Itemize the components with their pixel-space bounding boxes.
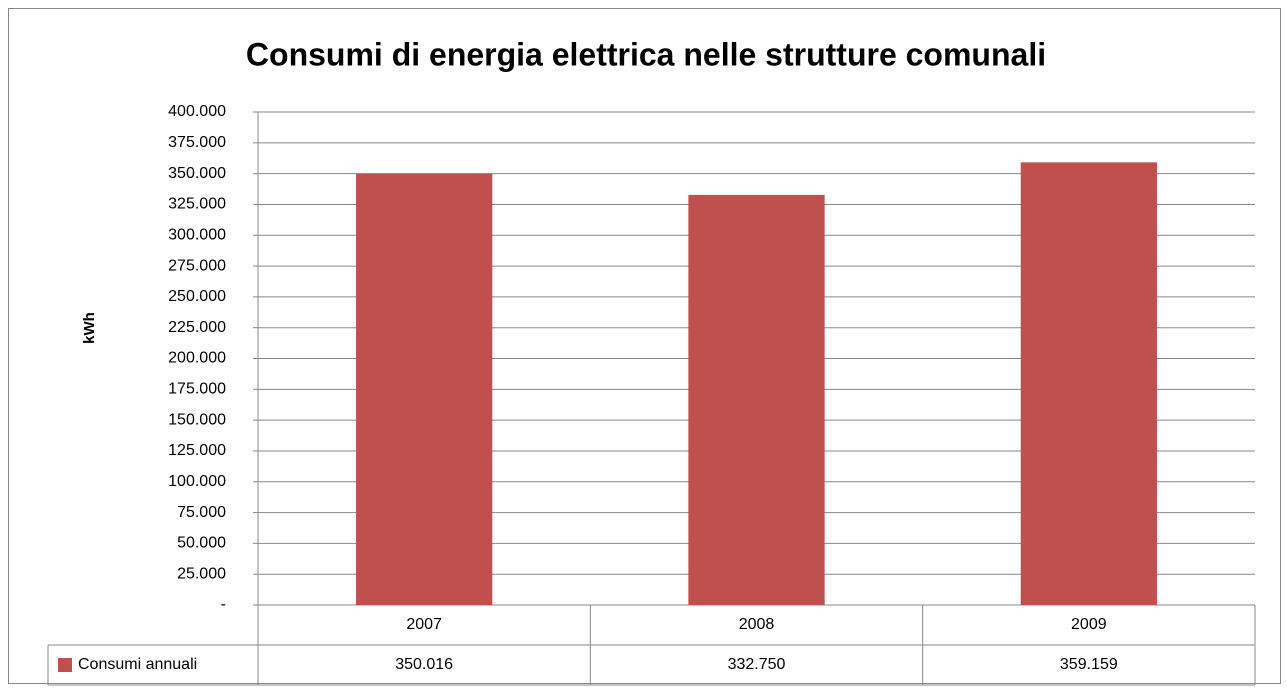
- y-tick-label: 375.000: [168, 134, 226, 151]
- y-tick-label: 25.000: [177, 565, 226, 582]
- y-axis-label: kWh: [81, 312, 98, 344]
- table-value: 332.750: [728, 656, 786, 673]
- y-tick-label: 325.000: [168, 196, 226, 213]
- x-tick-label: 2007: [406, 616, 442, 633]
- y-tick-label: 300.000: [168, 226, 226, 243]
- bar: [356, 173, 493, 605]
- y-tick-label: -: [221, 596, 226, 613]
- y-tick-label: 100.000: [168, 473, 226, 490]
- x-tick-label: 2008: [739, 616, 775, 633]
- x-tick-label: 2009: [1071, 616, 1107, 633]
- y-tick-label: 400.000: [168, 103, 226, 120]
- y-tick-label: 75.000: [177, 504, 226, 521]
- y-tick-label: 175.000: [168, 381, 226, 398]
- legend-label: Consumi annuali: [78, 656, 197, 673]
- legend-key: [58, 658, 72, 672]
- y-tick-label: 275.000: [168, 257, 226, 274]
- chart-title: Consumi di energia elettrica nelle strut…: [246, 36, 1046, 72]
- y-tick-label: 200.000: [168, 350, 226, 367]
- table-value: 350.016: [395, 656, 453, 673]
- bar: [688, 194, 825, 605]
- y-tick-label: 125.000: [168, 442, 226, 459]
- y-tick-label: 250.000: [168, 288, 226, 305]
- table-value: 359.159: [1060, 656, 1118, 673]
- y-tick-label: 225.000: [168, 319, 226, 336]
- y-tick-label: 350.000: [168, 165, 226, 182]
- y-tick-label: 150.000: [168, 411, 226, 428]
- y-tick-label: 50.000: [177, 535, 226, 552]
- bar: [1020, 162, 1157, 605]
